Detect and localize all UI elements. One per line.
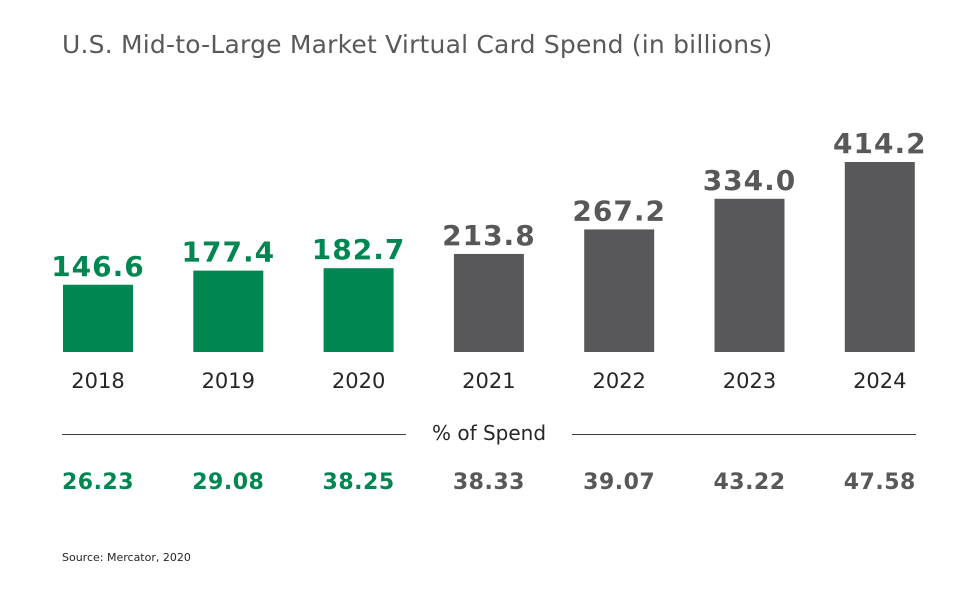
year-label-2018: 2018 — [71, 369, 124, 393]
year-label-2019: 2019 — [202, 369, 255, 393]
bar-2022 — [584, 229, 655, 352]
value-label-2024: 414.2 — [833, 127, 927, 160]
percent-value-2019: 29.08 — [192, 470, 265, 495]
bar-2018 — [63, 284, 133, 352]
bar-2020 — [323, 268, 394, 352]
percent-value-2021: 38.33 — [452, 470, 525, 495]
bar-chart: 146.6 2018 177.4 2019 182.7 2020 213.8 2021 267.… — [51, 127, 927, 393]
value-label-2021: 213.8 — [442, 219, 536, 252]
year-label-2021: 2021 — [462, 369, 515, 393]
percent-value-2020: 38.25 — [322, 470, 395, 495]
value-label-2018: 146.6 — [51, 250, 145, 283]
value-label-2020: 182.7 — [312, 233, 406, 266]
bar-2019 — [193, 270, 264, 352]
bar-2023 — [714, 198, 785, 352]
chart-title: U.S. Mid-to-Large Market Virtual Card Sp… — [62, 30, 773, 59]
percent-value-2018: 26.23 — [61, 470, 135, 495]
percent-value-2024: 47.58 — [843, 470, 916, 495]
year-label-2023: 2023 — [723, 369, 776, 393]
bar-2021 — [453, 253, 524, 352]
percent-divider: % of Spend — [62, 420, 916, 450]
year-label-2020: 2020 — [332, 369, 385, 393]
percent-of-spend-row: 26.23 29.08 38.25 38.33 39.07 43.22 47.58 — [0, 470, 975, 500]
bar-2024 — [844, 162, 915, 352]
percent-value-2022: 39.07 — [583, 470, 656, 495]
value-label-2022: 267.2 — [572, 194, 666, 227]
year-label-2024: 2024 — [853, 369, 906, 393]
source-note: Source: Mercator, 2020 — [62, 551, 191, 564]
value-label-2019: 177.4 — [182, 236, 276, 269]
value-label-2023: 334.0 — [703, 164, 797, 197]
percent-value-2023: 43.22 — [713, 470, 786, 495]
year-label-2022: 2022 — [592, 369, 645, 393]
percent-of-spend-label: % of Spend — [405, 421, 573, 445]
